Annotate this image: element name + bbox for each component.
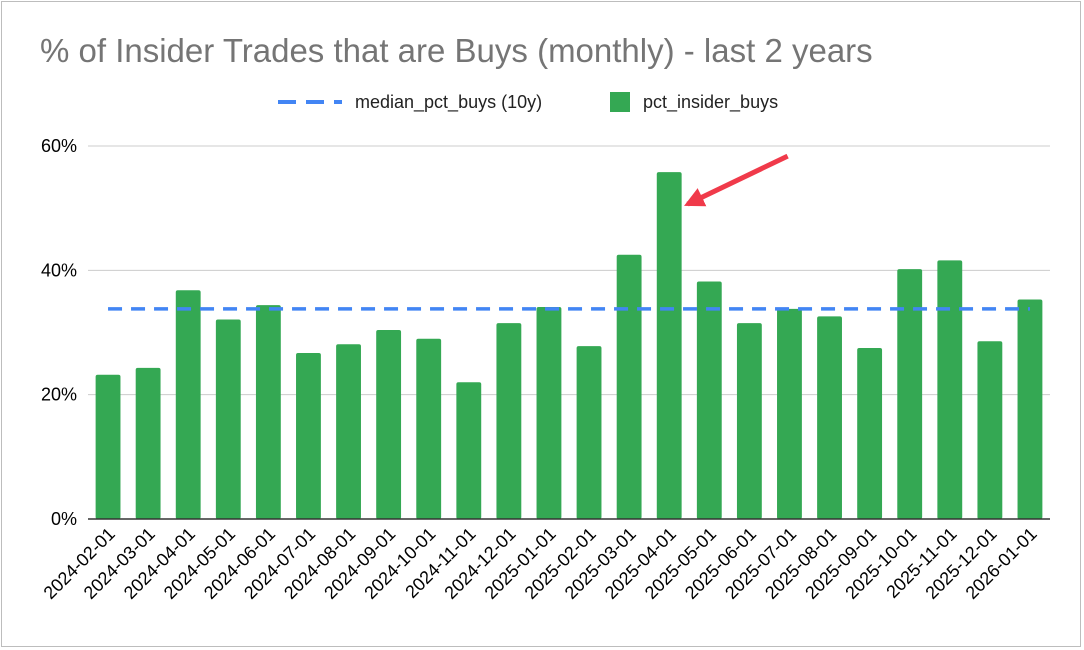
annotation-arrow (684, 153, 789, 207)
x-axis-tick-labels: 2024-02-012024-03-012024-04-012024-05-01… (40, 524, 1041, 603)
legend-pct-insider-buys-label: pct_insider_buys (643, 92, 778, 113)
y-tick-label: 0% (51, 509, 77, 529)
bar-2025-07-01 (777, 308, 802, 519)
legend-pct-insider-buys-swatch (610, 92, 630, 112)
y-tick-label: 20% (41, 385, 77, 405)
legend: median_pct_buys (10y) pct_insider_buys (278, 92, 778, 113)
bar-2024-03-01 (135, 367, 161, 519)
bar-2024-02-01 (95, 374, 121, 519)
chart-title: % of Insider Trades that are Buys (month… (40, 32, 873, 69)
bar-2024-12-01 (496, 323, 522, 519)
bar-2025-03-01 (616, 254, 642, 519)
bar-2025-01-01 (536, 307, 562, 519)
bar-2025-08-01 (817, 316, 842, 519)
bar-2024-05-01 (215, 319, 241, 519)
y-tick-label: 40% (41, 260, 77, 280)
bar-2026-01-01 (1017, 299, 1043, 519)
bar-2025-02-01 (576, 346, 602, 519)
y-axis-tick-labels: 0% 20% 40% 60% (41, 136, 77, 529)
legend-median-label: median_pct_buys (10y) (355, 92, 542, 113)
bar-2024-10-01 (416, 338, 442, 519)
bar-2025-10-01 (897, 269, 923, 519)
y-tick-label: 60% (41, 136, 77, 156)
bar-2025-09-01 (857, 348, 883, 519)
bar-2024-11-01 (456, 382, 482, 519)
annotation-arrow-shape (684, 153, 789, 207)
bar-2024-08-01 (336, 344, 361, 519)
bar-2025-11-01 (937, 260, 963, 519)
bar-2025-05-01 (696, 281, 722, 519)
bar-2025-04-01 (656, 172, 682, 520)
bar-2024-04-01 (175, 290, 201, 519)
bar-2025-06-01 (736, 323, 762, 519)
bar-2024-06-01 (255, 305, 281, 519)
bar-2025-12-01 (977, 341, 1003, 519)
bars (95, 172, 1043, 520)
gridlines (88, 145, 1050, 396)
bar-2024-07-01 (296, 353, 321, 519)
bar-2024-09-01 (376, 330, 402, 519)
